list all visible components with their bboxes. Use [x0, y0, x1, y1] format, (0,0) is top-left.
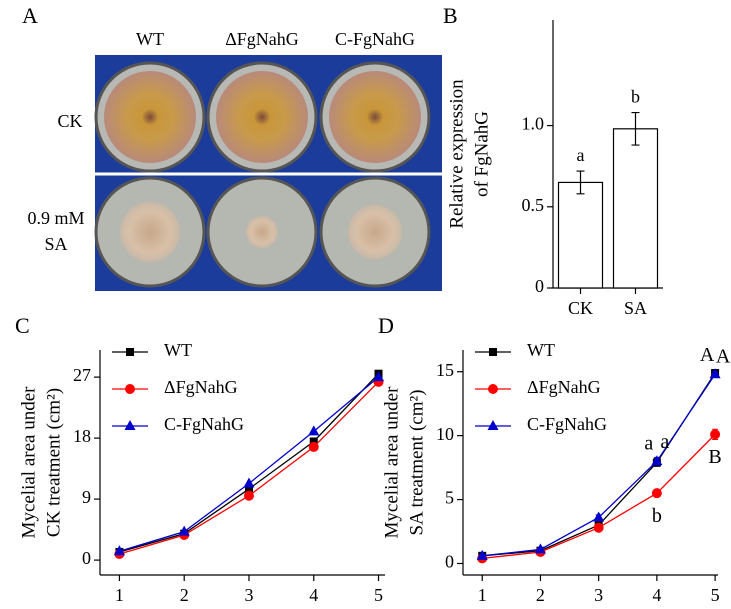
row-label-box: 0.9 mM SA — [27, 208, 85, 254]
y-tick-label: 27 — [73, 365, 91, 385]
y-axis-label: SA treatment (cm²) — [406, 389, 427, 535]
series-line — [119, 381, 379, 555]
panel-label: D — [378, 313, 394, 338]
colony — [216, 71, 308, 163]
x-tick-label: CK — [568, 298, 593, 318]
data-point — [593, 522, 604, 533]
row-label: 0.9 mM SA — [27, 208, 85, 254]
column-label: WT — [136, 29, 164, 49]
data-point — [651, 488, 662, 499]
x-tick-label: 4 — [652, 585, 661, 605]
data-point — [309, 437, 318, 446]
legend-marker — [487, 420, 499, 430]
y-tick-label: 0 — [445, 552, 454, 572]
data-point — [534, 543, 546, 554]
series-line — [482, 433, 716, 560]
y-axis-label: Mycelial area under — [18, 386, 39, 539]
significance-letter: A — [700, 344, 715, 366]
y-tick-label: 10 — [436, 424, 454, 444]
data-point — [373, 371, 385, 382]
significance-letter: b — [652, 505, 662, 527]
data-point — [593, 511, 605, 522]
y-tick-label: 1.0 — [522, 114, 545, 134]
panel-label: A — [22, 3, 38, 28]
panel-label: C — [15, 313, 30, 338]
data-point — [709, 368, 721, 379]
y-axis-label: Relative expression — [446, 79, 467, 229]
colony — [104, 71, 196, 163]
data-point — [244, 484, 253, 493]
legend-marker — [124, 420, 136, 430]
x-tick-label: 5 — [711, 585, 720, 605]
y-axis-label: of FgNahG — [471, 111, 492, 197]
significance-letter: a — [660, 431, 669, 453]
significance-letter: a — [577, 145, 585, 165]
series-line — [119, 373, 379, 553]
x-tick-label: 2 — [536, 585, 545, 605]
data-point — [178, 525, 190, 536]
legend-marker — [489, 348, 497, 356]
x-tick-label: 4 — [309, 585, 318, 605]
data-point — [651, 455, 663, 466]
data-point — [243, 490, 254, 501]
legend-marker — [125, 384, 135, 394]
colony — [246, 216, 278, 248]
legend-marker — [488, 384, 498, 394]
x-tick-label: 3 — [244, 585, 253, 605]
legend-label: WT — [527, 340, 555, 360]
y-tick-label: 0.5 — [522, 195, 545, 215]
colony — [329, 71, 421, 163]
data-point — [710, 429, 721, 440]
series-line — [119, 376, 379, 552]
y-tick-label: 0 — [535, 276, 544, 296]
bar — [612, 128, 659, 289]
legend-label: C-FgNahG — [164, 414, 244, 434]
y-tick-label: 15 — [436, 360, 454, 380]
significance-letter: A — [716, 345, 731, 367]
legend-marker — [126, 348, 134, 356]
colony — [348, 205, 402, 259]
data-point — [113, 545, 125, 556]
y-tick-label: 5 — [445, 488, 454, 508]
column-label: C-FgNahG — [335, 29, 415, 49]
x-tick-label: 1 — [478, 585, 487, 605]
y-tick-label: 18 — [73, 426, 91, 446]
photo — [94, 55, 442, 291]
data-point — [308, 441, 319, 452]
y-tick-label: 9 — [82, 487, 91, 507]
significance-letter: a — [644, 432, 653, 454]
error-bar — [631, 111, 640, 146]
x-tick-label: 1 — [115, 585, 124, 605]
x-tick-label: 2 — [180, 585, 189, 605]
legend-label: ΔFgNahG — [527, 377, 601, 397]
legend-label: C-FgNahG — [527, 414, 607, 434]
colony — [120, 202, 180, 262]
significance-letter: B — [708, 446, 721, 468]
column-label: ΔFgNahG — [225, 29, 299, 49]
y-axis-label: CK treatment (cm²) — [43, 388, 64, 537]
x-tick-label: 3 — [594, 585, 603, 605]
x-tick-label: 5 — [374, 585, 383, 605]
data-point — [308, 425, 320, 436]
y-axis-label: Mycelial area under — [381, 386, 402, 539]
panel-label: B — [443, 3, 458, 28]
x-tick-label: SA — [624, 298, 647, 318]
y-tick-label: 0 — [82, 548, 91, 568]
legend-label: ΔFgNahG — [164, 377, 238, 397]
significance-letter: b — [631, 87, 640, 107]
bar — [557, 181, 604, 289]
data-point — [476, 549, 488, 560]
legend-label: WT — [164, 340, 192, 360]
data-point — [243, 477, 255, 488]
error-bar — [576, 170, 585, 195]
row-label: CK — [57, 111, 82, 131]
